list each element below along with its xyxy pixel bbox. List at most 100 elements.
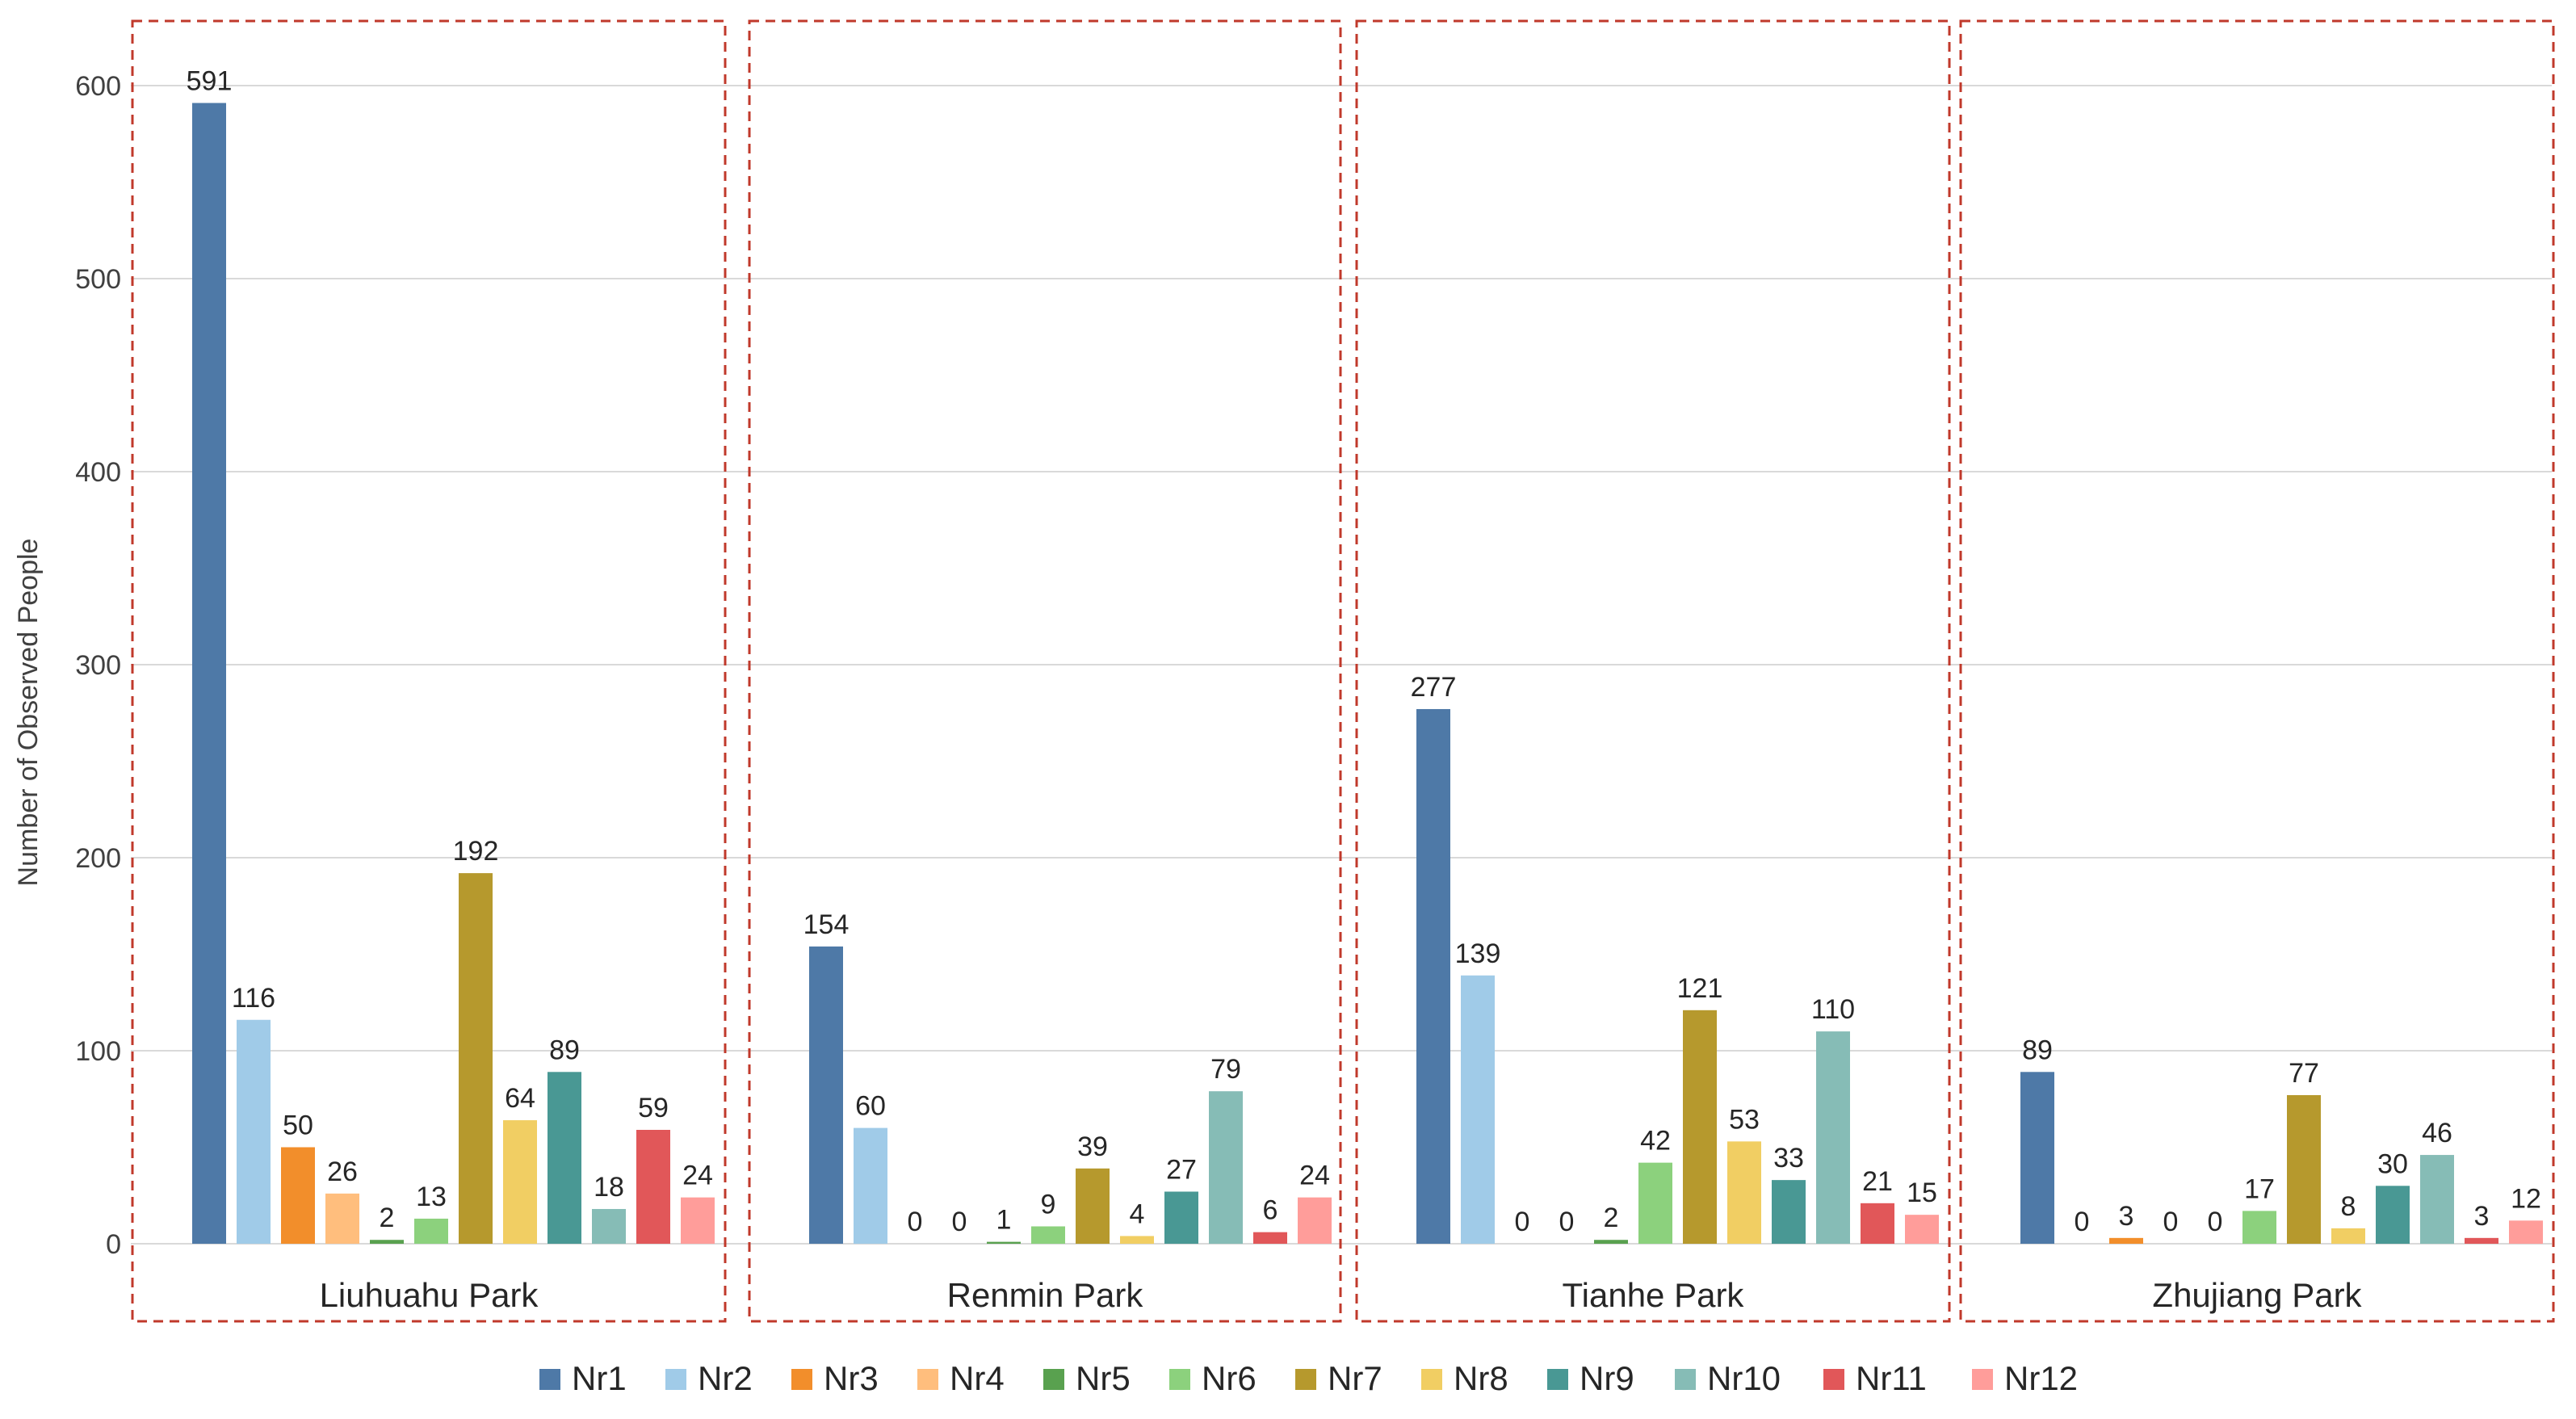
legend-label-nr3: Nr3 bbox=[824, 1359, 879, 1397]
value-label-4-nr4: 0 bbox=[2163, 1207, 2179, 1237]
bar-2-nr10 bbox=[1209, 1091, 1243, 1244]
legend-label-nr9: Nr9 bbox=[1580, 1359, 1634, 1397]
value-label-3-nr11: 21 bbox=[1862, 1166, 1893, 1197]
bar-1-nr3 bbox=[281, 1147, 315, 1244]
bar-4-nr10 bbox=[2420, 1155, 2454, 1244]
bar-4-nr12 bbox=[2509, 1220, 2543, 1244]
legend-label-nr10: Nr10 bbox=[1707, 1359, 1781, 1397]
bar-3-nr1 bbox=[1416, 708, 1450, 1244]
value-label-4-nr5: 0 bbox=[2208, 1207, 2223, 1237]
value-label-3-nr8: 53 bbox=[1729, 1104, 1760, 1135]
bar-2-nr5 bbox=[987, 1241, 1021, 1244]
legend-swatch-nr11 bbox=[1823, 1369, 1844, 1390]
bar-1-nr2 bbox=[237, 1019, 271, 1244]
value-label-2-nr11: 6 bbox=[1263, 1195, 1278, 1226]
bar-1-nr10 bbox=[592, 1208, 626, 1244]
bar-4-nr9 bbox=[2376, 1186, 2410, 1244]
legend-label-nr12: Nr12 bbox=[2004, 1359, 2078, 1397]
value-label-3-nr2: 139 bbox=[1455, 938, 1501, 969]
y-axis-ticks: 0 100 200 300 400 500 600 bbox=[75, 71, 121, 1260]
legend-label-nr11: Nr11 bbox=[1856, 1359, 1927, 1397]
value-label-2-nr6: 9 bbox=[1041, 1189, 1056, 1220]
category-label-2: Renmin Park bbox=[947, 1276, 1144, 1314]
value-label-3-nr1: 277 bbox=[1411, 672, 1457, 703]
y-tick-label-300: 300 bbox=[75, 650, 121, 681]
category-label-3: Tianhe Park bbox=[1563, 1276, 1745, 1314]
bar-2-nr8 bbox=[1120, 1236, 1154, 1244]
value-label-1-nr6: 13 bbox=[416, 1182, 447, 1212]
bar-4-nr8 bbox=[2331, 1228, 2365, 1244]
value-label-3-nr10: 110 bbox=[1811, 994, 1855, 1025]
bar-1-nr11 bbox=[636, 1129, 670, 1244]
category-label-1: Liuhuahu Park bbox=[320, 1276, 539, 1314]
bar-3-nr5 bbox=[1594, 1240, 1628, 1244]
legend-swatch-nr4 bbox=[917, 1369, 938, 1390]
group-box-3 bbox=[1355, 19, 1951, 1323]
value-label-2-nr7: 39 bbox=[1077, 1131, 1108, 1162]
bar-2-nr11 bbox=[1253, 1232, 1287, 1244]
legend-swatch-nr8 bbox=[1421, 1369, 1442, 1390]
legend-label-nr1: Nr1 bbox=[572, 1359, 627, 1397]
group-box-4 bbox=[1959, 19, 2555, 1323]
value-label-1-nr11: 59 bbox=[638, 1093, 669, 1123]
bar-3-nr12 bbox=[1905, 1215, 1939, 1244]
group-boxes bbox=[131, 19, 2555, 1323]
y-tick-label-200: 200 bbox=[75, 843, 121, 874]
value-label-2-nr5: 1 bbox=[996, 1205, 1012, 1236]
value-label-1-nr7: 192 bbox=[453, 836, 499, 867]
value-label-3-nr3: 0 bbox=[1515, 1207, 1530, 1237]
y-tick-label-400: 400 bbox=[75, 457, 121, 488]
bar-3-nr7 bbox=[1683, 1010, 1717, 1244]
bar-3-nr11 bbox=[1861, 1203, 1894, 1244]
value-label-1-nr3: 50 bbox=[283, 1110, 313, 1141]
y-tick-label-0: 0 bbox=[106, 1229, 121, 1260]
legend: Nr1 Nr2 Nr3 Nr4 Nr5 Nr6 Nr7 Nr8 Nr9 Nr10 Nr11 Nr12 bbox=[539, 1359, 2078, 1397]
legend-swatch-nr9 bbox=[1547, 1369, 1568, 1390]
value-label-1-nr10: 18 bbox=[594, 1172, 624, 1203]
bar-2-nr2 bbox=[854, 1127, 887, 1244]
bar-1-nr9 bbox=[548, 1072, 581, 1244]
bar-4-nr1 bbox=[2020, 1072, 2054, 1244]
bar-2-nr9 bbox=[1164, 1191, 1198, 1244]
y-tick-label-600: 600 bbox=[75, 71, 121, 102]
value-label-2-nr4: 0 bbox=[952, 1207, 967, 1237]
y-tick-label-100: 100 bbox=[75, 1036, 121, 1067]
value-label-1-nr9: 89 bbox=[549, 1035, 580, 1065]
bar-1-nr6 bbox=[414, 1218, 448, 1244]
value-label-2-nr1: 154 bbox=[803, 909, 850, 940]
value-label-4-nr3: 3 bbox=[2119, 1201, 2134, 1232]
legend-swatch-nr6 bbox=[1169, 1369, 1190, 1390]
bar-4-nr6 bbox=[2242, 1211, 2276, 1244]
value-label-3-nr5: 2 bbox=[1604, 1203, 1619, 1233]
value-label-4-nr2: 0 bbox=[2075, 1207, 2090, 1237]
value-label-2-nr9: 27 bbox=[1166, 1154, 1197, 1185]
legend-label-nr4: Nr4 bbox=[950, 1359, 1005, 1397]
value-label-1-nr12: 24 bbox=[682, 1161, 713, 1191]
legend-swatch-nr10 bbox=[1675, 1369, 1696, 1390]
y-tick-label-500: 500 bbox=[75, 264, 121, 295]
legend-label-nr6: Nr6 bbox=[1202, 1359, 1257, 1397]
value-label-2-nr12: 24 bbox=[1299, 1161, 1330, 1191]
value-label-3-nr6: 42 bbox=[1640, 1126, 1671, 1157]
value-label-1-nr8: 64 bbox=[505, 1083, 535, 1114]
bar-3-nr6 bbox=[1638, 1162, 1672, 1244]
bars bbox=[192, 103, 2543, 1244]
value-label-3-nr9: 33 bbox=[1773, 1143, 1804, 1173]
bar-4-nr11 bbox=[2465, 1237, 2498, 1244]
value-label-2-nr8: 4 bbox=[1130, 1199, 1145, 1229]
y-axis-title: Number of Observed People bbox=[13, 539, 44, 887]
category-label-4: Zhujiang Park bbox=[2152, 1276, 2362, 1314]
bar-2-nr6 bbox=[1031, 1226, 1065, 1244]
bar-3-nr8 bbox=[1727, 1141, 1761, 1244]
value-label-4-nr6: 17 bbox=[2244, 1173, 2275, 1204]
bar-3-nr2 bbox=[1461, 975, 1495, 1244]
legend-swatch-nr5 bbox=[1043, 1369, 1064, 1390]
bar-4-nr3 bbox=[2109, 1237, 2143, 1244]
legend-swatch-nr12 bbox=[1972, 1369, 1993, 1390]
value-label-1-nr2: 116 bbox=[232, 983, 275, 1014]
value-label-2-nr10: 79 bbox=[1210, 1054, 1241, 1085]
bar-2-nr7 bbox=[1076, 1168, 1110, 1244]
group-box-2 bbox=[748, 19, 1342, 1323]
